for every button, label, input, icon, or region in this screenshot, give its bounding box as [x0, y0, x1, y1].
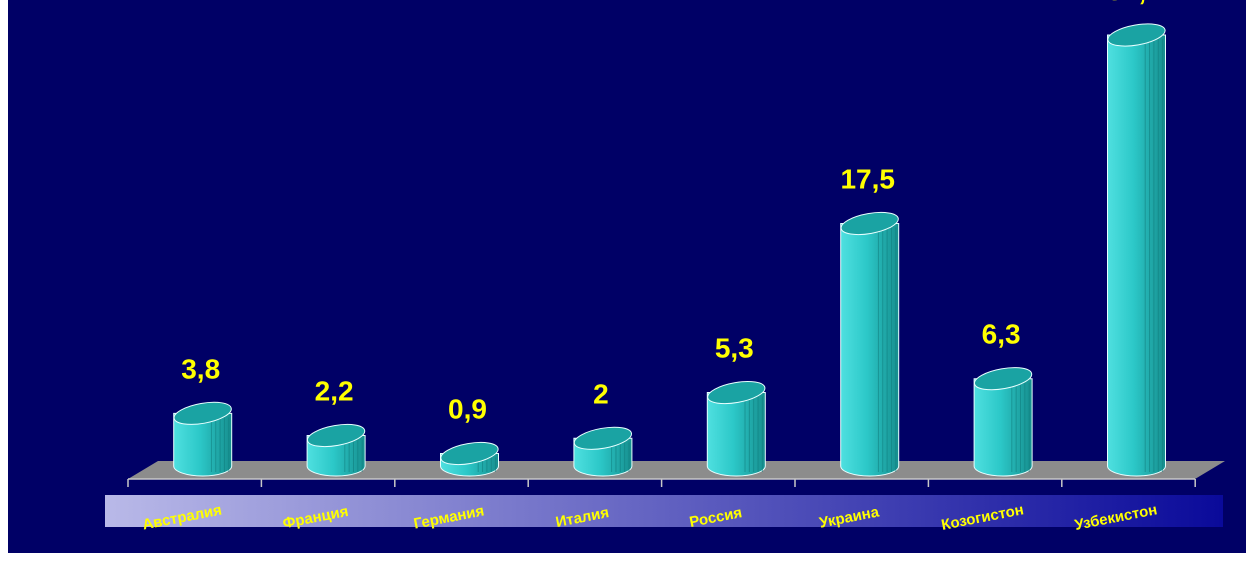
value-label: 2,2 — [315, 376, 354, 407]
bar-top — [440, 441, 499, 466]
bar — [1107, 23, 1166, 477]
bar-body — [1107, 34, 1166, 477]
bar-top — [306, 423, 366, 448]
bar — [573, 426, 633, 477]
bar-body — [173, 412, 233, 477]
value-label: 17,5 — [840, 163, 895, 194]
bar — [973, 367, 1033, 477]
bar-body — [840, 222, 900, 477]
bar — [306, 423, 366, 477]
value-label: 5,3 — [715, 333, 754, 364]
value-label: 31,1 — [1107, 0, 1162, 6]
x-axis-ticks — [127, 479, 1196, 487]
value-labels: 3,8 2,2 0,9 2 5,3 17,5 6,3 31,1 — [181, 0, 1162, 425]
bar-body — [706, 392, 766, 477]
category-band — [105, 495, 1223, 527]
chart-svg: 3,82,20,925,317,56,331,1 АвстралияФранци… — [105, 0, 1225, 534]
bar-top — [173, 401, 232, 425]
bar — [706, 380, 766, 477]
value-label: 2 — [593, 378, 609, 409]
bar-top — [840, 211, 899, 236]
value-label: 6,3 — [982, 319, 1021, 350]
bar-top — [573, 426, 633, 450]
bar-top — [707, 380, 766, 405]
bar — [840, 211, 900, 477]
value-label: 0,9 — [448, 394, 487, 425]
value-label: 3,8 — [181, 353, 220, 384]
bar — [173, 401, 233, 477]
bar — [440, 441, 499, 477]
bar-body — [973, 378, 1033, 477]
bar-top — [973, 367, 1033, 391]
bar-top — [1107, 23, 1166, 47]
chart-floor — [128, 461, 1225, 479]
bars — [173, 23, 1166, 477]
chart-area: 3,82,20,925,317,56,331,1 АвстралияФранци… — [8, 0, 1246, 553]
